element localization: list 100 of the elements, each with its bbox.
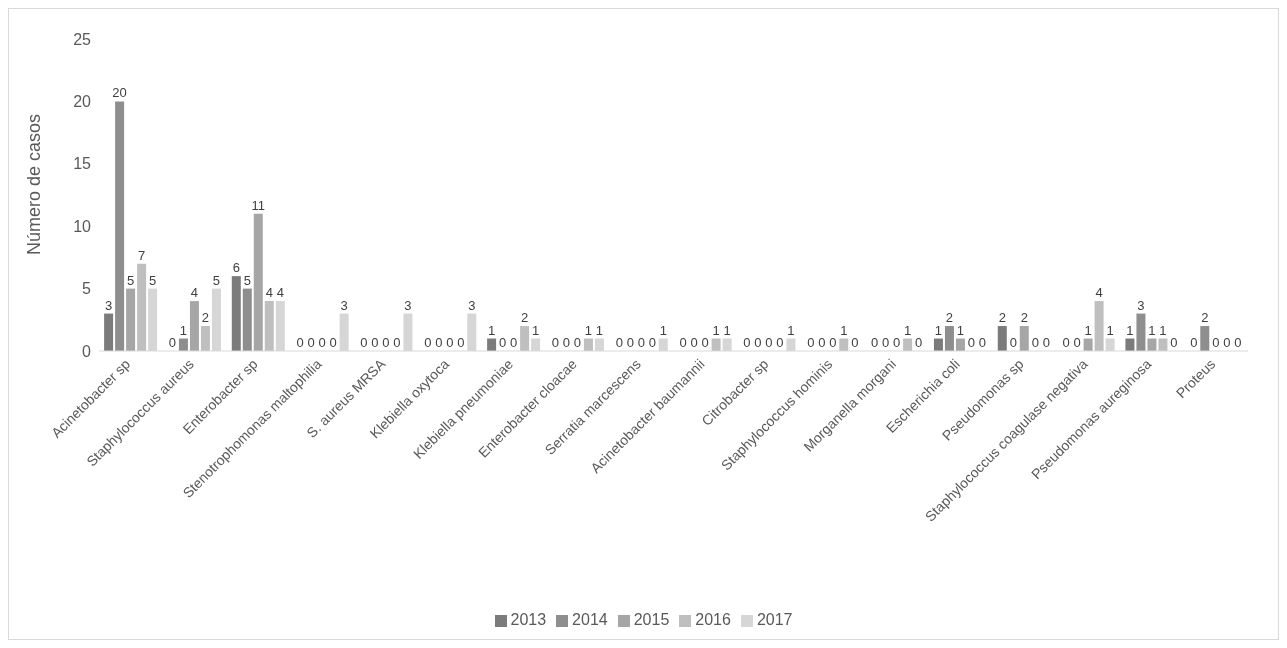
data-label: 0 xyxy=(307,335,315,350)
data-label: 0 xyxy=(914,335,923,350)
data-label: 1 xyxy=(787,322,795,338)
data-label: 1 xyxy=(1106,322,1114,338)
data-label: 0 xyxy=(1031,335,1039,350)
data-label: 1 xyxy=(487,322,496,338)
data-label: 4 xyxy=(276,285,284,301)
data-label: 0 xyxy=(967,335,976,350)
data-label: 0 xyxy=(870,335,879,350)
legend-label: 2014 xyxy=(572,611,608,628)
data-label: 1 xyxy=(584,322,593,338)
bar xyxy=(200,326,210,351)
data-label: 2 xyxy=(1201,310,1209,326)
bar xyxy=(104,313,114,351)
bar xyxy=(126,288,136,351)
data-label: 0 xyxy=(637,335,645,350)
data-label: 0 xyxy=(1073,335,1081,350)
data-label: 0 xyxy=(393,335,401,350)
data-label: 0 xyxy=(435,335,443,350)
data-label: 3 xyxy=(1137,297,1145,313)
data-label: 2 xyxy=(1020,310,1028,326)
bar xyxy=(137,263,147,351)
data-label: 1 xyxy=(712,322,720,338)
data-label: 0 xyxy=(509,335,518,350)
data-label: 1 xyxy=(531,322,540,338)
data-label: 0 xyxy=(1234,335,1242,350)
data-label: 0 xyxy=(648,335,656,350)
legend-label: 2013 xyxy=(510,611,547,628)
data-label: 0 xyxy=(457,335,465,350)
y-axis-title: Número de casos xyxy=(24,113,45,255)
data-label: 0 xyxy=(615,335,623,350)
data-label: 0 xyxy=(498,335,507,350)
data-label: 0 xyxy=(573,335,582,350)
bar xyxy=(1200,326,1210,351)
data-label: 3 xyxy=(404,297,412,313)
data-label: 2 xyxy=(201,310,210,326)
data-label: 5 xyxy=(212,272,221,288)
data-label: 0 xyxy=(360,335,368,350)
y-tick-label: 10 xyxy=(73,217,92,235)
data-label: 5 xyxy=(243,272,251,288)
y-tick-label: 25 xyxy=(73,30,92,48)
bar xyxy=(1136,313,1146,351)
data-label: 0 xyxy=(881,335,890,350)
bar xyxy=(520,326,530,351)
data-label: 5 xyxy=(148,272,157,288)
bar xyxy=(264,301,274,351)
data-label: 0 xyxy=(754,335,762,350)
data-label: 0 xyxy=(829,335,837,350)
data-label: 0 xyxy=(690,335,698,350)
data-label: 0 xyxy=(626,335,634,350)
data-label: 0 xyxy=(776,335,784,350)
bar xyxy=(1019,326,1029,351)
legend-label: 2017 xyxy=(756,611,793,628)
data-label: 4 xyxy=(265,285,273,301)
y-tick-label: 20 xyxy=(73,93,92,111)
data-label: 1 xyxy=(903,322,912,338)
data-label: 0 xyxy=(818,335,826,350)
data-label: 2 xyxy=(520,310,529,326)
data-label: 0 xyxy=(1212,335,1220,350)
bar xyxy=(231,276,241,351)
data-label: 0 xyxy=(701,335,709,350)
data-label: 1 xyxy=(595,322,604,338)
data-label: 0 xyxy=(978,335,987,350)
data-label: 0 xyxy=(1009,335,1017,350)
data-label: 0 xyxy=(765,335,773,350)
data-label: 1 xyxy=(179,322,188,338)
data-label: 0 xyxy=(1190,335,1198,350)
data-label: 2 xyxy=(945,310,954,326)
y-tick-label: 15 xyxy=(73,155,92,173)
data-label: 0 xyxy=(1062,335,1070,350)
data-label: 4 xyxy=(1095,285,1103,301)
data-label: 0 xyxy=(551,335,560,350)
data-label: 3 xyxy=(104,297,113,313)
data-label: 1 xyxy=(1148,322,1156,338)
bar xyxy=(242,288,252,351)
data-label: 1 xyxy=(1084,322,1092,338)
bar xyxy=(944,326,954,351)
data-label: 0 xyxy=(424,335,432,350)
data-label: 0 xyxy=(1223,335,1231,350)
data-label: 0 xyxy=(371,335,379,350)
legend-label: 2016 xyxy=(695,611,731,628)
data-label: 1 xyxy=(934,322,943,338)
bar xyxy=(997,326,1007,351)
data-label: 0 xyxy=(318,335,326,350)
data-label: 20 xyxy=(112,85,127,101)
legend-label: 2015 xyxy=(633,611,670,628)
data-label: 1 xyxy=(956,322,965,338)
data-label: 0 xyxy=(807,335,815,350)
data-label: 0 xyxy=(1042,335,1050,350)
bar xyxy=(1094,301,1104,351)
data-label: 5 xyxy=(126,272,135,288)
data-label: 1 xyxy=(659,322,667,338)
data-label: 1 xyxy=(723,322,731,338)
data-label: 0 xyxy=(743,335,751,350)
data-label: 0 xyxy=(1170,335,1178,350)
data-label: 0 xyxy=(382,335,390,350)
data-label: 1 xyxy=(1159,322,1167,338)
data-label: 7 xyxy=(137,247,146,263)
data-label: 0 xyxy=(446,335,454,350)
data-label: 4 xyxy=(190,285,199,301)
